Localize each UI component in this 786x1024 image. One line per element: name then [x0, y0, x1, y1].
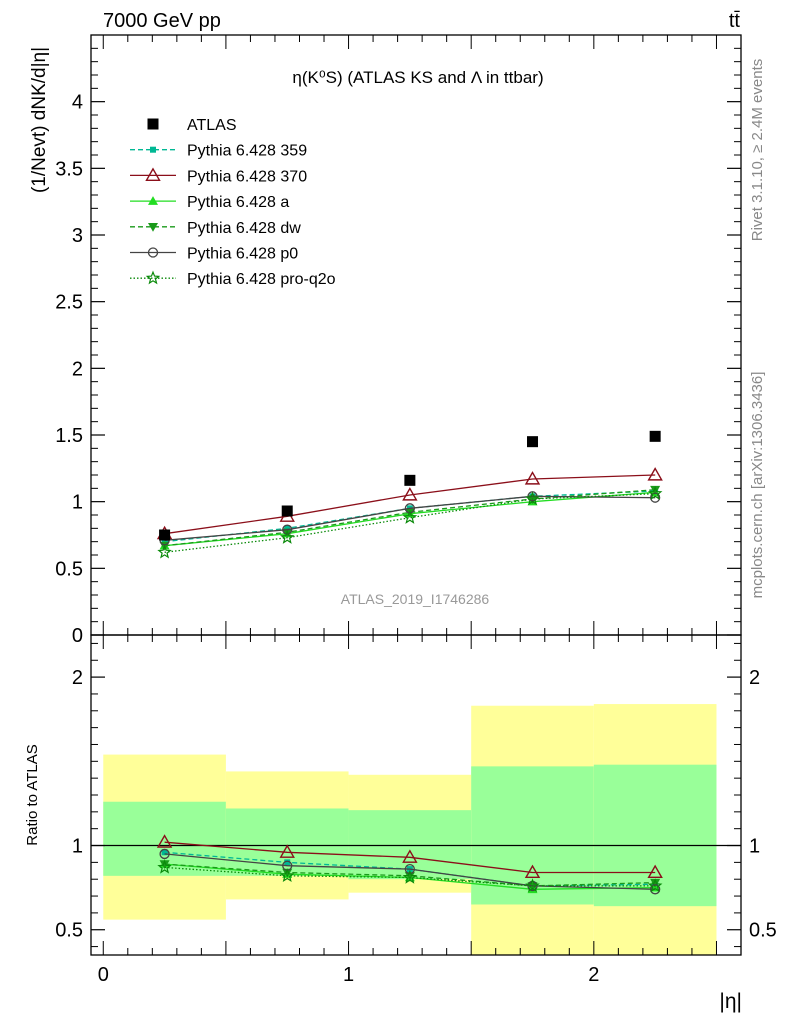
ratio-series-line-4 [164, 853, 656, 890]
legend-label-atlas: ATLAS [187, 117, 237, 134]
legend-label-1: Pythia 6.428 370 [187, 168, 307, 185]
main-series-line-3 [164, 489, 656, 547]
legend: ATLAS Pythia 6.428 359 Pythia 6.428 370 Pyt… [130, 117, 336, 288]
main-series-1-point-2 [402, 487, 418, 501]
ratio-series-1-point-3 [524, 864, 541, 879]
rivet-label: Rivet 3.1.10, ≥ 2.4M events [749, 59, 766, 242]
ratio-series-1-point-0 [156, 834, 173, 848]
energy-label: 7000 GeV pp [103, 10, 221, 32]
ratio-ytick-label-1: 1 [72, 836, 83, 858]
main-ytick-label-4: 2 [72, 358, 83, 380]
legend-label-3: Pythia 6.428 dw [187, 220, 301, 237]
legend-label-5: Pythia 6.428 pro-q2o [187, 271, 336, 288]
ratio-series-line-3 [164, 863, 656, 887]
ratio-ytick-label-right-1: 1 [749, 836, 760, 858]
main-series-5-point-3 [525, 491, 540, 506]
main-series-5-point-1 [279, 530, 295, 544]
ratio-series-5-point-0 [157, 859, 172, 874]
ratio-series-3-point-4 [650, 878, 661, 888]
ratio-series-1-point-4 [647, 864, 663, 879]
legend-marker-2 [148, 196, 158, 205]
main-series-3-point-4 [650, 485, 661, 495]
main-series-line-4 [164, 495, 656, 541]
watermark: ATLAS_2019_I1746286 [341, 591, 490, 607]
ratio-series-3-point-1 [282, 868, 293, 878]
main-y-axis-label: (1/Nevt) dNK/d|η| [29, 47, 50, 193]
ratio-plot [156, 834, 663, 895]
legend-marker-0 [150, 146, 156, 153]
main-ytick-label-5: 2.5 [55, 292, 83, 314]
x-tick-label-2: 2 [588, 964, 599, 986]
legend-marker-1 [145, 167, 161, 181]
main-series-4-point-1 [282, 524, 293, 535]
main-series [156, 430, 663, 559]
main-ytick-label-7: 3.5 [55, 158, 83, 180]
ratio-series-5-point-3 [525, 878, 540, 893]
ratio-ytick-label-2: 2 [72, 667, 83, 689]
legend-label-0: Pythia 6.428 359 [187, 143, 307, 160]
legend-marker-atlas [147, 118, 159, 130]
ratio-series-3-point-0 [159, 860, 170, 870]
x-axis-label: |η| [719, 990, 742, 1013]
process-label: tt̄ [729, 10, 741, 32]
atlas-data-point-3 [527, 436, 539, 448]
main-series-1-point-3 [524, 471, 541, 485]
ratio-series-5-point-2 [402, 869, 418, 884]
ratio-bands [91, 704, 741, 955]
atlas-data-point-4 [649, 430, 661, 442]
main-series-0-point-1 [284, 525, 291, 532]
main-series-5-point-2 [402, 510, 418, 524]
main-series-5-point-0 [157, 544, 172, 559]
legend-marker-5 [145, 270, 161, 285]
ratio-series-5-point-4 [647, 878, 663, 893]
atlas-data-point-2 [404, 474, 416, 486]
atlas-data-point-0 [159, 529, 171, 541]
x-tick-label-1: 1 [343, 964, 354, 986]
ratio-series-1-point-2 [402, 849, 418, 863]
ratio-series-4-point-4 [650, 884, 661, 895]
main-ytick-label-0: 0 [72, 625, 83, 647]
main-ytick-label-8: 4 [72, 92, 83, 114]
ratio-series-4-point-0 [159, 848, 170, 860]
legend-label-2: Pythia 6.428 a [187, 194, 289, 211]
ratio-series-line-1 [164, 841, 656, 874]
main-series-1-point-4 [647, 467, 663, 481]
ratio-ytick-label-0: 0.5 [55, 920, 83, 942]
atlas-data-point-1 [281, 505, 293, 517]
chart-title: η(K⁰S) (ATLAS KS and Λ in ttbar) [292, 68, 543, 87]
main-ytick-label-6: 3 [72, 225, 83, 247]
main-ytick-label-3: 1.5 [55, 425, 83, 447]
ratio-series-line-5 [164, 866, 656, 887]
ratio-series-0-point-1 [284, 859, 291, 866]
main-series-line-1 [164, 474, 656, 535]
mcplots-label: mcplots.cern.ch [arXiv:1306.3436] [749, 372, 766, 599]
main-ytick-label-2: 1 [72, 492, 83, 514]
plot-frames: 0 0.5 1 1.5 2 2.5 3 3.5 4 0 1 2 0.5 0.5 1 1 2 2 [55, 34, 777, 986]
legend-label-4: Pythia 6.428 p0 [187, 246, 298, 263]
ratio-series-5-point-1 [279, 868, 295, 883]
main-ytick-label-1: 0.5 [55, 558, 83, 580]
ratio-y-axis-label: Ratio to ATLAS [24, 744, 41, 845]
legend-marker-4 [147, 247, 159, 258]
ratio-series-3-point-2 [404, 872, 415, 881]
ratio-series-0-point-0 [161, 849, 168, 856]
ratio-ytick-label-right-2: 2 [749, 667, 760, 689]
ratio-ytick-label-right-0: 0.5 [749, 920, 777, 942]
ratio-series-4-point-2 [404, 863, 416, 875]
ratio-series-1-point-1 [279, 844, 295, 858]
legend-marker-3 [148, 223, 158, 232]
x-tick-label-0: 0 [98, 964, 109, 986]
main-series-5-point-4 [647, 486, 663, 500]
